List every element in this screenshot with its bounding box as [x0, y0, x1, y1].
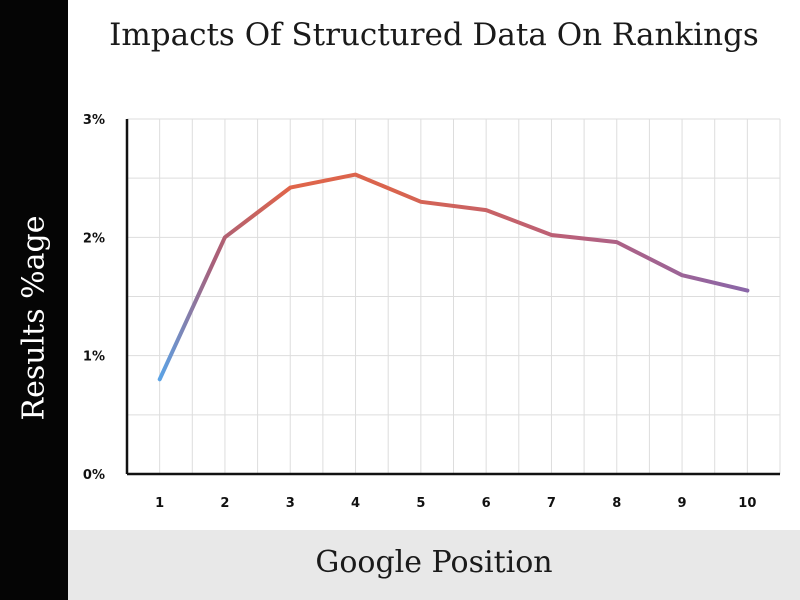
- x-tick-label: 4: [351, 496, 360, 511]
- x-tick-label: 6: [482, 496, 491, 511]
- x-axis-label: Google Position: [315, 545, 553, 580]
- y-tick-label: 2%: [83, 231, 105, 246]
- y-tick-label: 0%: [83, 468, 105, 483]
- x-tick-label: 8: [612, 496, 621, 511]
- y-tick-label: 1%: [83, 350, 105, 365]
- plot-panel: [68, 0, 800, 530]
- y-axis-label-bar: Results %age: [0, 0, 68, 600]
- x-tick-label: 2: [220, 496, 229, 511]
- x-tick-label: 7: [547, 496, 556, 511]
- x-tick-label: 3: [286, 496, 295, 511]
- chart-title: Impacts Of Structured Data On Rankings: [109, 17, 759, 53]
- x-axis-label-bar: Google Position: [68, 530, 800, 600]
- x-tick-label: 5: [416, 496, 425, 511]
- x-tick-label: 10: [738, 496, 756, 511]
- series-line: [157, 172, 750, 382]
- y-tick-label: 3%: [83, 113, 105, 128]
- x-tick-label: 9: [678, 496, 687, 511]
- x-tick-label: 1: [155, 496, 164, 511]
